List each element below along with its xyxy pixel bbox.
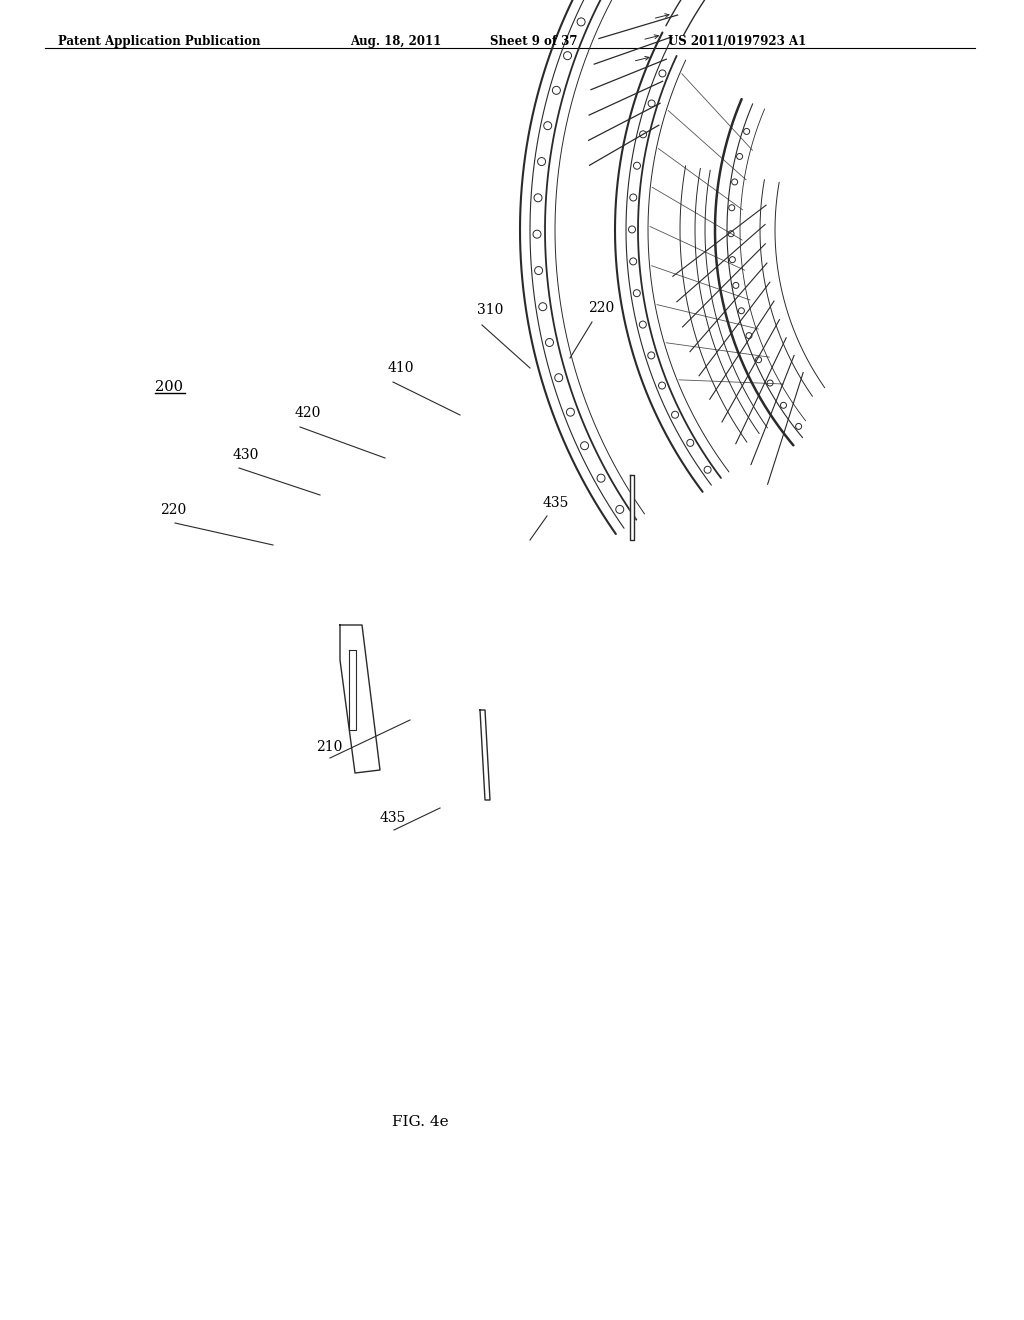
Text: 410: 410 xyxy=(388,360,415,375)
Text: 435: 435 xyxy=(380,810,407,825)
Text: FIG. 4e: FIG. 4e xyxy=(392,1115,449,1129)
Text: Sheet 9 of 37: Sheet 9 of 37 xyxy=(490,36,578,48)
Polygon shape xyxy=(480,710,490,800)
Polygon shape xyxy=(340,624,380,774)
Text: 220: 220 xyxy=(588,301,614,315)
Text: 200: 200 xyxy=(155,380,183,393)
Text: Patent Application Publication: Patent Application Publication xyxy=(58,36,260,48)
Polygon shape xyxy=(630,475,634,540)
Text: 310: 310 xyxy=(477,304,504,317)
Text: Aug. 18, 2011: Aug. 18, 2011 xyxy=(350,36,441,48)
Text: 420: 420 xyxy=(295,407,322,420)
Text: 435: 435 xyxy=(543,496,569,510)
Text: 210: 210 xyxy=(316,741,342,754)
Text: US 2011/0197923 A1: US 2011/0197923 A1 xyxy=(668,36,806,48)
Text: 220: 220 xyxy=(160,503,186,517)
Text: 430: 430 xyxy=(233,447,259,462)
